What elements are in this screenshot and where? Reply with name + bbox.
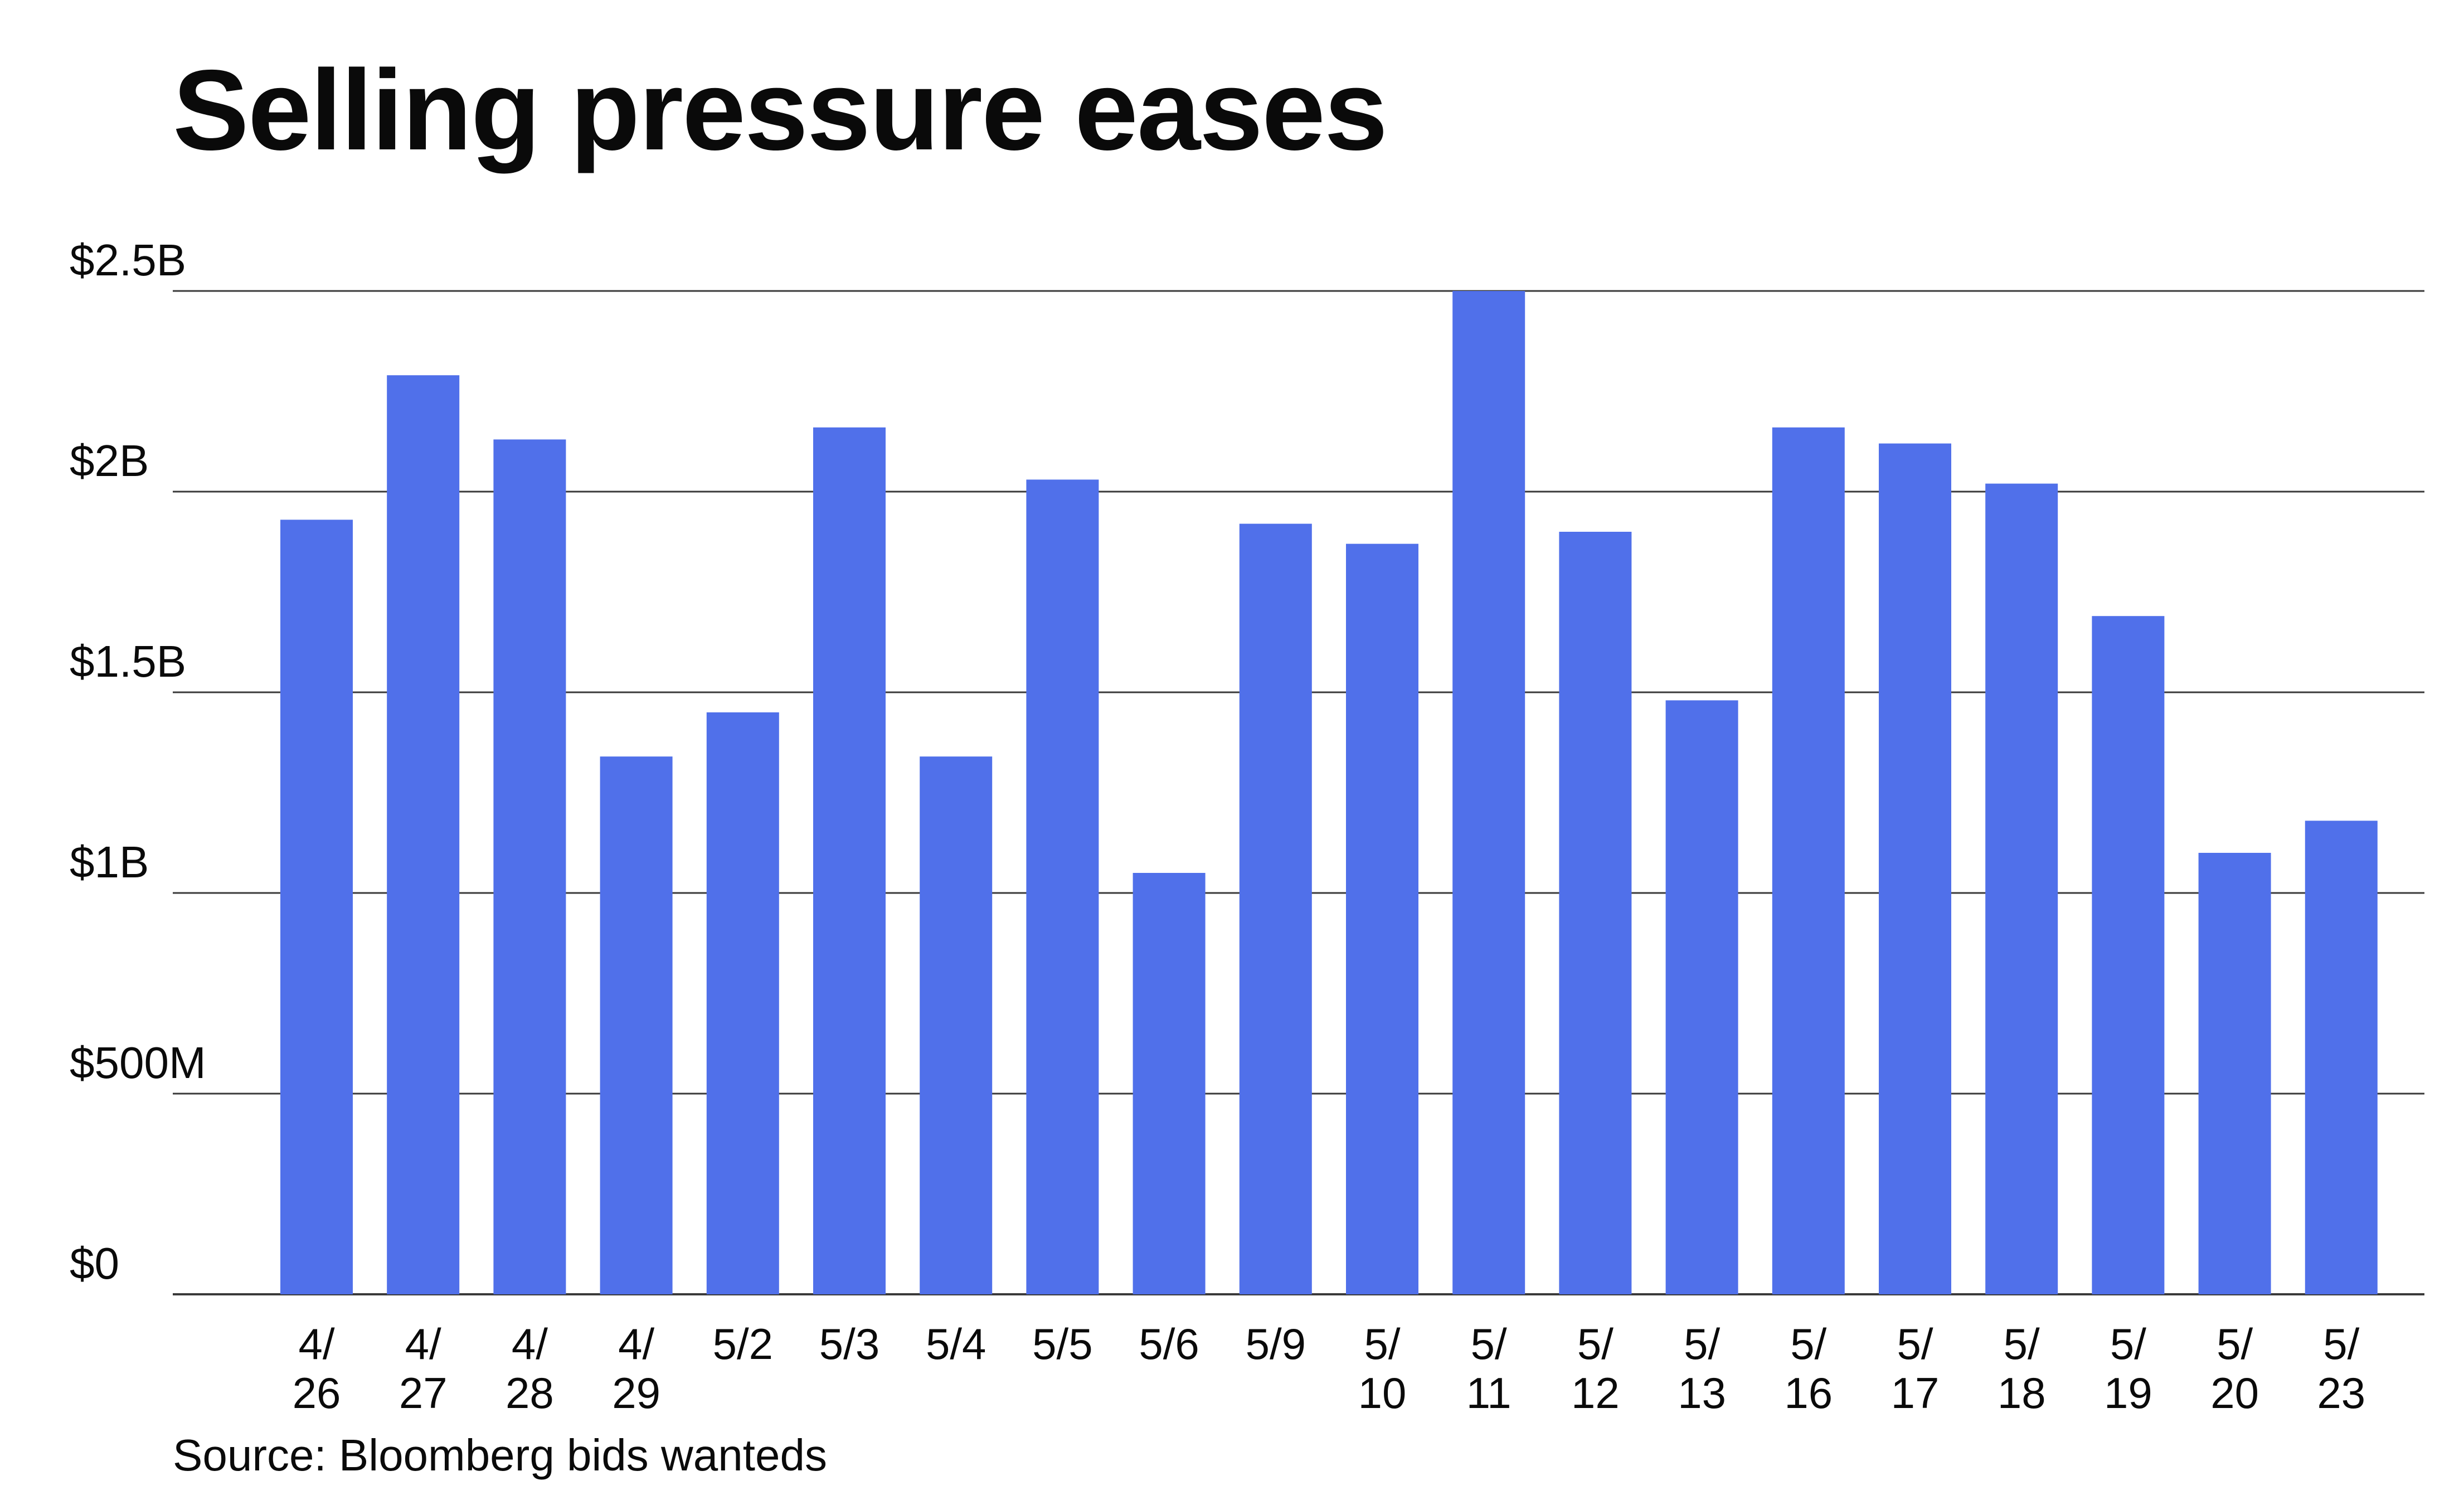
x-tick-label: 5/17 [1891,1319,1940,1417]
bar [600,756,673,1294]
x-tick-label: 5/20 [2210,1319,2259,1417]
x-tick-label: 5/5 [1032,1319,1092,1368]
x-axis-labels: 4/264/274/284/295/2 5/3 5/4 5/5 5/6 5/9 5/105/… [293,1319,2366,1417]
x-tick-label: 5/11 [1466,1319,1512,1417]
x-tick-label: 4/28 [506,1319,554,1417]
chart-title: Selling pressure eases [173,46,1388,174]
bar [1772,427,1845,1294]
y-tick-label: $2B [70,436,149,486]
bar [706,712,779,1294]
x-tick-label-line: 5/ [2004,1319,2040,1368]
bar [2305,821,2378,1294]
x-tick-label-line: 5/ [1897,1319,1933,1368]
bar [1879,443,1951,1294]
x-tick-label-line: 10 [1358,1368,1407,1417]
bar [280,520,353,1294]
bar [1239,523,1312,1294]
x-tick-label: 4/26 [293,1319,341,1417]
bar [2092,616,2165,1294]
x-tick-label: 4/27 [399,1319,448,1417]
x-tick-label-line: 28 [506,1368,554,1417]
x-tick-label-line: 5/ [1790,1319,1826,1368]
x-tick-label: 5/13 [1678,1319,1726,1417]
x-tick-label-line: 18 [1998,1368,2046,1417]
x-tick-label-line: 5/ [1577,1319,1613,1368]
bar [493,439,566,1294]
y-tick-label: $2.5B [70,235,186,285]
x-tick-label: 4/29 [612,1319,660,1417]
bar [1346,543,1418,1294]
bar [813,427,886,1294]
source-note: Source: Bloomberg bids wanteds [173,1430,827,1480]
y-tick-label: $500M [70,1038,206,1088]
x-tick-label-line: 27 [399,1368,448,1417]
x-tick-label: 5/16 [1784,1319,1833,1417]
bar [1452,291,1525,1294]
x-tick-label-line: 19 [2104,1368,2152,1417]
bar [387,375,460,1295]
x-tick-label: 5/19 [2104,1319,2152,1417]
x-tick-label-line: 23 [2317,1368,2365,1417]
bar [1665,700,1738,1294]
x-tick-label-line: 5/ [1684,1319,1720,1368]
x-tick-label: 5/12 [1571,1319,1620,1417]
x-tick-label-line: 20 [2210,1368,2259,1417]
x-tick-label-line: 29 [612,1368,660,1417]
bar [2198,853,2271,1294]
x-tick-label: 5/10 [1358,1319,1407,1417]
x-tick-label-line: 17 [1891,1368,1940,1417]
x-tick-label-line: 5/ [2110,1319,2146,1368]
bar [1559,532,1632,1294]
x-tick-label-line: 5/5 [1032,1319,1092,1368]
x-tick-label-line: 4/ [298,1319,334,1368]
x-tick-label-line: 4/ [405,1319,441,1368]
x-tick-label-line: 5/ [2323,1319,2359,1368]
bars [280,291,2378,1295]
bar [1026,479,1099,1294]
x-tick-label: 5/23 [2317,1319,2365,1417]
x-tick-label-line: 13 [1678,1368,1726,1417]
x-tick-label: 5/6 [1139,1319,1199,1368]
y-axis-labels: $0 $500M $1B $1.5B $2B $2.5B [70,235,206,1288]
bar [1133,873,1206,1294]
x-tick-label-line: 5/9 [1246,1319,1306,1368]
x-tick-label-line: 11 [1466,1368,1512,1417]
x-tick-label: 5/4 [926,1319,986,1368]
x-tick-label-line: 5/4 [926,1319,986,1368]
x-tick-label-line: 4/ [512,1319,548,1368]
x-tick-label-line: 5/2 [713,1319,773,1368]
bar [920,756,993,1294]
x-tick-label: 5/2 [713,1319,773,1368]
x-tick-label: 5/9 [1246,1319,1306,1368]
x-tick-label-line: 26 [293,1368,341,1417]
bar [1985,483,2058,1294]
y-tick-label: $0 [70,1239,119,1288]
y-tick-label: $1.5B [70,637,186,686]
x-tick-label: 5/18 [1998,1319,2046,1417]
x-tick-label-line: 4/ [618,1319,654,1368]
x-tick-label-line: 5/ [2217,1319,2253,1368]
y-tick-label: $1B [70,837,149,887]
x-tick-label-line: 5/ [1471,1319,1507,1368]
x-tick-label-line: 16 [1784,1368,1833,1417]
x-tick-label-line: 5/6 [1139,1319,1199,1368]
x-tick-label-line: 5/3 [819,1319,879,1368]
x-tick-label: 5/3 [819,1319,879,1368]
x-tick-label-line: 5/ [1364,1319,1400,1368]
x-tick-label-line: 12 [1571,1368,1620,1417]
